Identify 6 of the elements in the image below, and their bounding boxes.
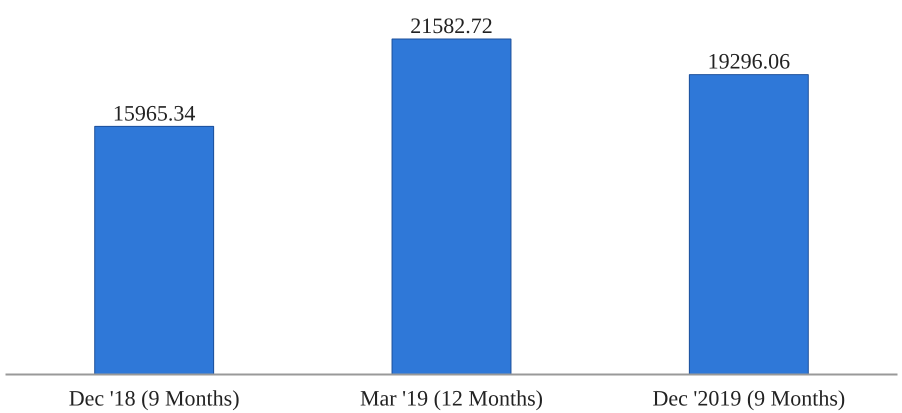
data-label: 19296.06 — [708, 48, 790, 74]
data-label: 15965.34 — [112, 100, 196, 126]
x-tick-label: Dec '2019 (9 Months) — [652, 386, 846, 410]
data-label: 21582.72 — [410, 13, 493, 38]
x-tick-label: Mar '19 (12 Months) — [360, 386, 544, 410]
x-tick-label: Dec '18 (9 Months) — [68, 386, 240, 410]
